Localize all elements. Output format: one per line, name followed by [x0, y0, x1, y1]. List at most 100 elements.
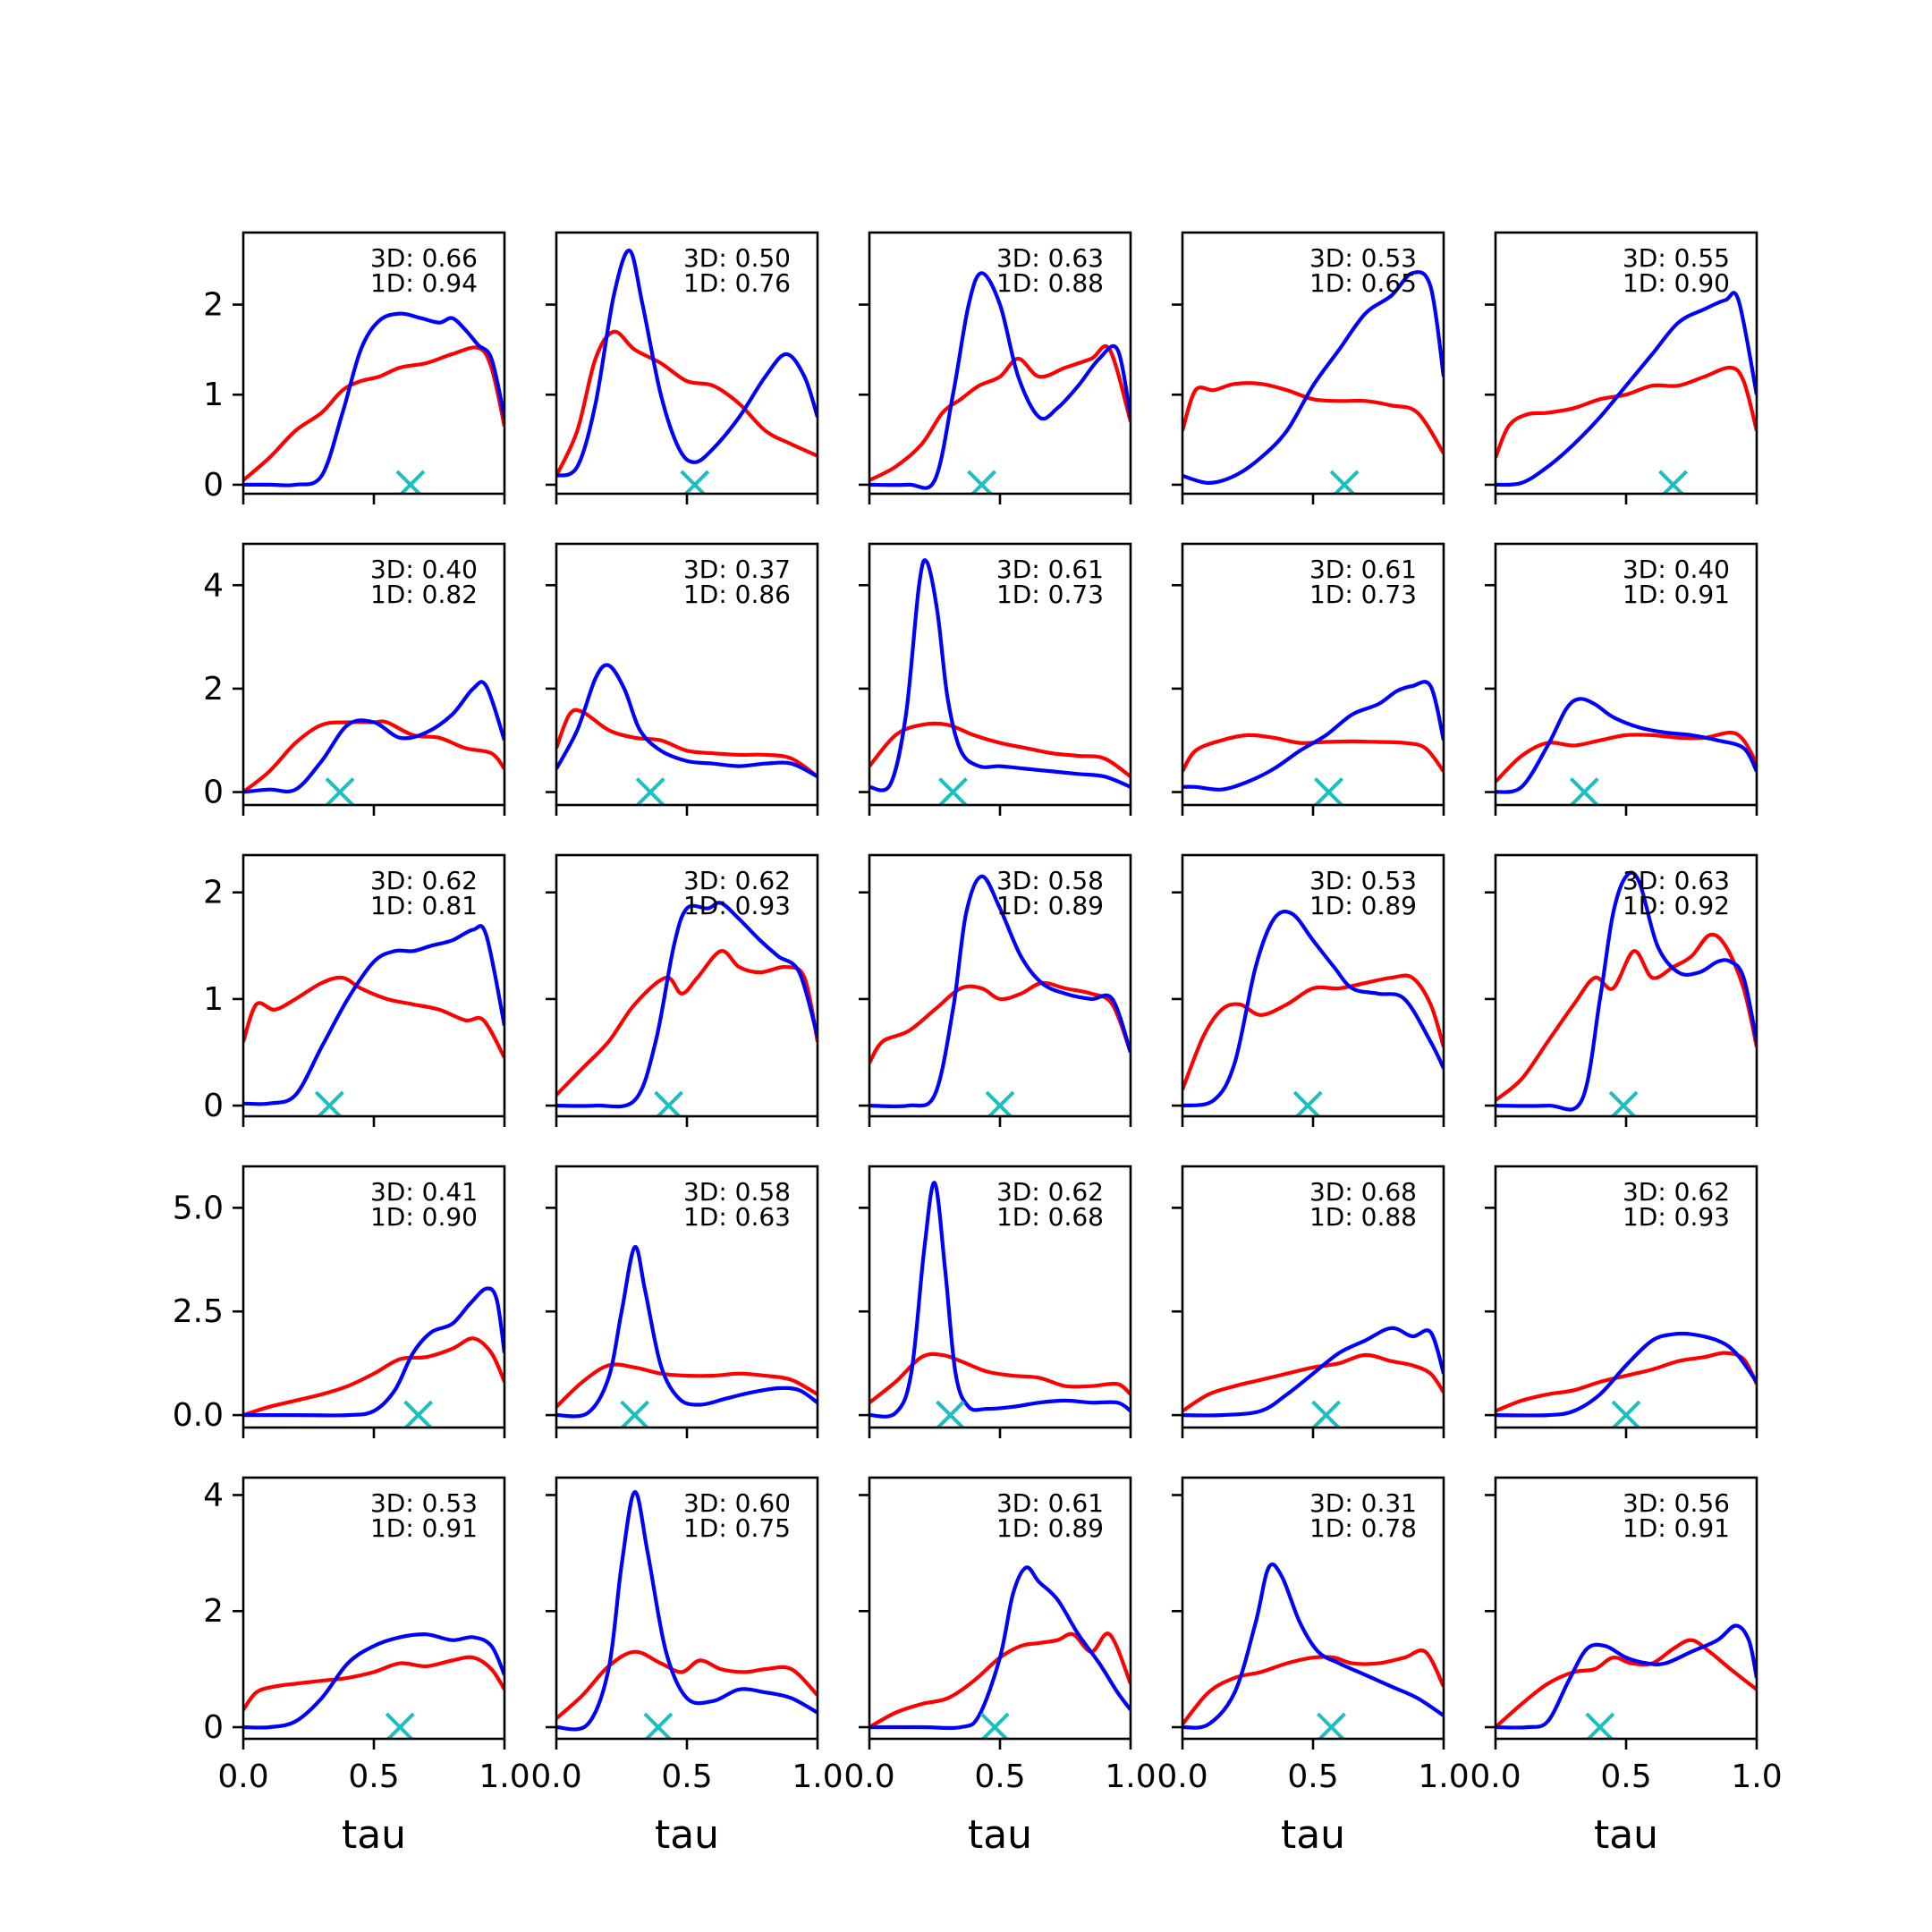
marker-x: [936, 1400, 965, 1428]
x-tick-label: 0.5: [661, 1758, 712, 1795]
marker-stroke: [987, 1090, 1015, 1116]
marker-x: [635, 777, 665, 805]
annotation-3d: 3D: 0.66: [370, 243, 478, 273]
series-1d-line: [1182, 973, 1444, 1090]
series-3d-line: [243, 311, 504, 487]
marker-x: [325, 777, 355, 805]
marker-x: [1311, 1400, 1342, 1428]
marker-stroke: [644, 1712, 674, 1739]
panel-plot-area: [243, 680, 504, 805]
x-tick-label: 1.0: [792, 1758, 843, 1795]
x-tick-label: 1.0: [1105, 1758, 1156, 1795]
panel-plot-area: [1182, 680, 1444, 805]
y-tick-label: 4: [203, 567, 224, 604]
annotation-1d: 1D: 0.88: [1309, 1202, 1417, 1232]
y-tick-label: 4: [203, 1477, 224, 1513]
annotation-1d: 1D: 0.78: [1309, 1513, 1417, 1543]
series-3d-line: [1182, 1562, 1444, 1730]
annotation-1d: 1D: 0.94: [370, 268, 478, 298]
annotation-1d: 1D: 0.81: [370, 891, 478, 920]
panel-plot-area: [556, 901, 818, 1116]
annotation-3d: 3D: 0.37: [683, 555, 791, 584]
marker-stroke: [1569, 777, 1599, 805]
annotation-1d: 1D: 0.73: [996, 580, 1104, 609]
series-3d-line: [1496, 1623, 1757, 1730]
series-1d-line: [556, 708, 818, 778]
marker-x: [985, 1090, 1015, 1116]
annotation-1d: 1D: 0.89: [996, 891, 1104, 920]
y-tick-label: 2.5: [173, 1293, 224, 1330]
series-3d-line: [869, 874, 1131, 1109]
x-tick-label: 0.5: [1600, 1758, 1651, 1795]
marker-x: [620, 1400, 650, 1428]
panel-plot-area: [556, 1490, 818, 1739]
series-3d-line: [869, 1565, 1131, 1731]
marker-stroke: [1294, 1090, 1323, 1116]
annotation-1d: 1D: 0.75: [683, 1513, 791, 1543]
marker-stroke: [1585, 1712, 1615, 1739]
marker-stroke: [316, 1090, 344, 1116]
annotation-1d: 1D: 0.91: [1623, 1513, 1730, 1543]
series-1d-line: [556, 1649, 818, 1720]
marker-x: [1611, 1400, 1641, 1428]
panel-plot-area: [1496, 291, 1757, 494]
y-tick-label: 5.0: [173, 1190, 224, 1226]
y-tick-label: 1: [203, 981, 224, 1018]
series-3d-line: [243, 924, 504, 1106]
x-tick-label: 0.5: [974, 1758, 1025, 1795]
annotation-1d: 1D: 0.63: [683, 1202, 791, 1232]
annotation-1d: 1D: 0.68: [996, 1202, 1104, 1232]
series-3d-line: [556, 1490, 818, 1732]
x-axis-label: tau: [968, 1812, 1032, 1858]
x-tick-label: 0.5: [1287, 1758, 1338, 1795]
annotation-3d: 3D: 0.62: [1623, 1177, 1730, 1207]
series-3d-line: [556, 249, 818, 478]
annotation-1d: 1D: 0.88: [996, 268, 1104, 298]
series-3d-line: [1182, 270, 1444, 485]
y-tick-label: 2: [203, 1593, 224, 1630]
series-1d-line: [1496, 730, 1757, 784]
y-tick-label: 2: [203, 287, 224, 324]
marker-x: [654, 1090, 683, 1116]
annotation-1d: 1D: 0.65: [1309, 268, 1417, 298]
panel-plot-area: [869, 558, 1131, 805]
series-3d-line: [1182, 910, 1444, 1108]
x-axis-label: tau: [342, 1812, 406, 1858]
annotation-3d: 3D: 0.68: [1309, 1177, 1417, 1207]
marker-x: [643, 1712, 674, 1739]
annotation-3d: 3D: 0.53: [1309, 866, 1417, 895]
marker-stroke: [1311, 1400, 1342, 1428]
marker-x: [979, 1712, 1010, 1739]
annotation-3d: 3D: 0.62: [370, 866, 478, 895]
annotation-3d: 3D: 0.62: [683, 866, 791, 895]
x-tick-label: 0.0: [530, 1758, 581, 1795]
x-tick-label: 0.5: [348, 1758, 399, 1795]
annotation-3d: 3D: 0.61: [1309, 555, 1417, 584]
x-tick-label: 0.0: [217, 1758, 268, 1795]
series-3d-line: [556, 1245, 818, 1419]
annotation-3d: 3D: 0.61: [996, 1488, 1104, 1518]
annotation-3d: 3D: 0.60: [683, 1488, 791, 1518]
series-1d-line: [556, 949, 818, 1097]
annotation-1d: 1D: 0.89: [996, 1513, 1104, 1543]
panel-plot-area: [869, 874, 1131, 1116]
marker-x: [1608, 1090, 1639, 1116]
marker-stroke: [403, 1400, 434, 1428]
series-1d-line: [1496, 365, 1757, 459]
x-tick-label: 1.0: [1731, 1758, 1782, 1795]
annotation-1d: 1D: 0.90: [370, 1202, 478, 1232]
series-1d-line: [1182, 381, 1444, 454]
annotation-1d: 1D: 0.93: [1623, 1202, 1730, 1232]
marker-stroke: [620, 1400, 650, 1428]
